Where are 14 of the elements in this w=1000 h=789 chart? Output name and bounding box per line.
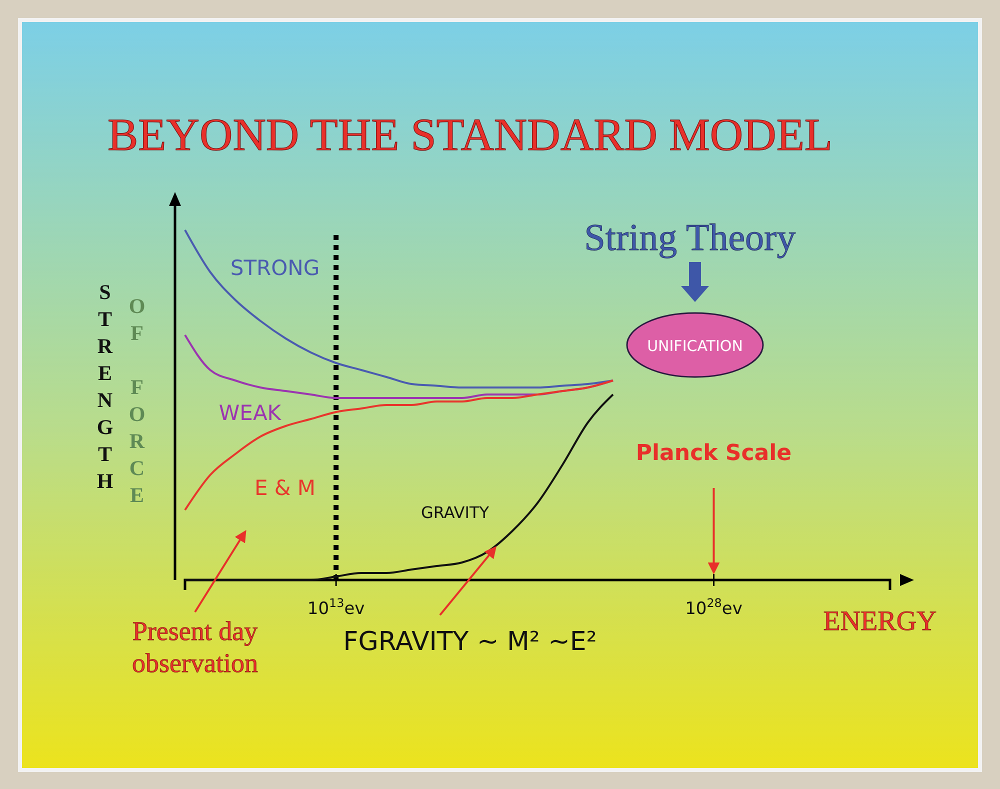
series-label: E & M bbox=[254, 476, 316, 500]
x-axis-title: ENERGY bbox=[823, 606, 937, 637]
annotation: UNIFICATION bbox=[647, 337, 743, 355]
x-tick-label: 10$^{28}$ev bbox=[685, 596, 742, 620]
y-axis-title: STRENGTH OF FORCE bbox=[93, 280, 149, 510]
series-label: STRONG bbox=[230, 256, 320, 280]
annotation: Planck Scale bbox=[636, 441, 792, 466]
text: Present day observation bbox=[132, 616, 258, 678]
series-label: WEAK bbox=[218, 401, 282, 425]
text: FGRAVITY ~ M² ~E² bbox=[343, 627, 597, 657]
series-label: GRAVITY bbox=[421, 503, 490, 522]
x-tick-label: 10$^{13}$ev bbox=[307, 596, 365, 620]
annotation: String Theory bbox=[584, 217, 796, 259]
chart-title: BEYOND THE STANDARD MODEL bbox=[107, 109, 833, 160]
